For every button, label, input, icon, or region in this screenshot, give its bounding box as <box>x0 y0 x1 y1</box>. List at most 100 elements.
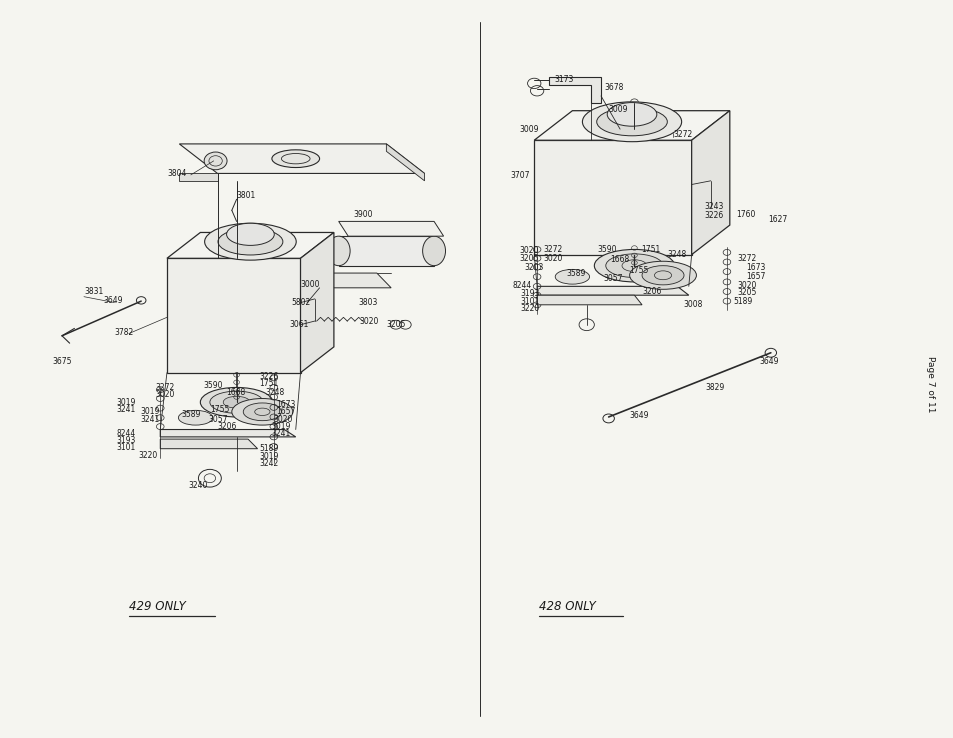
Text: 3242: 3242 <box>259 459 278 468</box>
Polygon shape <box>534 140 691 255</box>
Ellipse shape <box>641 266 683 285</box>
Text: 3009: 3009 <box>518 125 537 134</box>
Polygon shape <box>338 236 434 266</box>
Text: 3205: 3205 <box>737 289 756 297</box>
Text: 3173: 3173 <box>554 75 573 84</box>
Text: 1673: 1673 <box>745 263 764 272</box>
Ellipse shape <box>217 228 282 255</box>
Ellipse shape <box>605 254 662 277</box>
Text: 3589: 3589 <box>566 269 585 277</box>
Polygon shape <box>537 295 641 305</box>
Text: 5189: 5189 <box>259 444 278 453</box>
Text: 1760: 1760 <box>736 210 755 218</box>
Polygon shape <box>319 273 391 288</box>
Polygon shape <box>537 286 688 295</box>
Text: 3241: 3241 <box>116 405 135 414</box>
Ellipse shape <box>178 410 213 425</box>
Text: 3019: 3019 <box>259 452 278 461</box>
Text: 3649: 3649 <box>759 357 778 366</box>
Text: 1673: 1673 <box>276 400 295 409</box>
Polygon shape <box>386 144 424 181</box>
Text: 3057: 3057 <box>602 275 621 283</box>
Ellipse shape <box>555 269 589 284</box>
Text: 3240: 3240 <box>188 481 207 490</box>
Text: 3008: 3008 <box>682 300 701 308</box>
Polygon shape <box>179 144 424 173</box>
Text: 3831: 3831 <box>84 287 103 296</box>
Ellipse shape <box>629 261 696 289</box>
Text: 3649: 3649 <box>629 411 648 420</box>
Text: 1751: 1751 <box>259 379 278 388</box>
Text: 3226: 3226 <box>259 372 278 381</box>
Ellipse shape <box>223 396 250 408</box>
Ellipse shape <box>232 399 293 425</box>
Text: 3000: 3000 <box>300 280 319 289</box>
Polygon shape <box>300 232 334 373</box>
Polygon shape <box>691 111 729 255</box>
Text: 3101: 3101 <box>520 297 539 306</box>
Ellipse shape <box>607 103 656 126</box>
Text: 3220: 3220 <box>520 304 539 313</box>
Text: 3782: 3782 <box>114 328 133 337</box>
Text: 3272: 3272 <box>155 383 174 392</box>
Text: 3803: 3803 <box>358 298 377 307</box>
Text: 3801: 3801 <box>236 191 255 200</box>
Text: 3590: 3590 <box>597 245 616 254</box>
Ellipse shape <box>204 223 295 260</box>
Text: 5189: 5189 <box>733 297 752 306</box>
Text: 1668: 1668 <box>610 255 629 264</box>
Text: 1668: 1668 <box>226 388 245 397</box>
Polygon shape <box>338 221 443 236</box>
Text: 3057: 3057 <box>208 415 227 424</box>
Ellipse shape <box>594 249 674 282</box>
Text: 428 ONLY: 428 ONLY <box>538 599 595 613</box>
Text: Page 7 of 11: Page 7 of 11 <box>924 356 934 412</box>
Text: 3804: 3804 <box>167 169 186 178</box>
Circle shape <box>204 152 227 170</box>
Text: 3205: 3205 <box>518 254 537 263</box>
Text: 3241: 3241 <box>271 430 290 438</box>
Text: 1627: 1627 <box>767 215 786 224</box>
Text: 3206: 3206 <box>217 422 236 431</box>
Ellipse shape <box>581 102 680 142</box>
Text: 3019: 3019 <box>140 407 159 416</box>
Text: 3707: 3707 <box>510 171 529 180</box>
Text: 3248: 3248 <box>667 250 686 259</box>
Polygon shape <box>167 232 334 258</box>
Ellipse shape <box>243 403 281 421</box>
Text: 3272: 3272 <box>737 254 756 263</box>
Polygon shape <box>160 430 295 437</box>
Text: 3248: 3248 <box>265 388 284 397</box>
Text: 3206: 3206 <box>641 287 660 296</box>
Text: 1751: 1751 <box>640 245 659 254</box>
Text: 3203: 3203 <box>524 263 543 272</box>
Ellipse shape <box>272 150 319 168</box>
Text: 3829: 3829 <box>704 383 723 392</box>
Text: 3019: 3019 <box>271 422 290 431</box>
Text: 3272: 3272 <box>673 130 692 139</box>
Text: 3193: 3193 <box>520 289 539 298</box>
Polygon shape <box>160 439 257 449</box>
Text: 429 ONLY: 429 ONLY <box>129 599 185 613</box>
Text: 8244: 8244 <box>116 429 135 438</box>
Polygon shape <box>179 173 217 181</box>
Text: 3590: 3590 <box>203 382 222 390</box>
Ellipse shape <box>597 108 667 136</box>
Text: 3061: 3061 <box>289 320 308 329</box>
Text: 8244: 8244 <box>512 281 531 290</box>
Ellipse shape <box>210 391 263 413</box>
Text: 3020: 3020 <box>518 246 537 255</box>
Ellipse shape <box>227 223 274 245</box>
Text: 3020: 3020 <box>274 415 293 424</box>
Polygon shape <box>534 111 729 140</box>
Text: 3020: 3020 <box>359 317 378 325</box>
Text: 3243: 3243 <box>703 202 722 211</box>
Text: 3675: 3675 <box>52 357 71 366</box>
Text: 3020: 3020 <box>543 254 562 263</box>
Polygon shape <box>548 77 600 103</box>
Text: 1657: 1657 <box>745 272 764 280</box>
Text: 1755: 1755 <box>629 266 648 275</box>
Text: 3020: 3020 <box>737 281 756 290</box>
Ellipse shape <box>327 236 350 266</box>
Text: 3241: 3241 <box>140 415 159 424</box>
